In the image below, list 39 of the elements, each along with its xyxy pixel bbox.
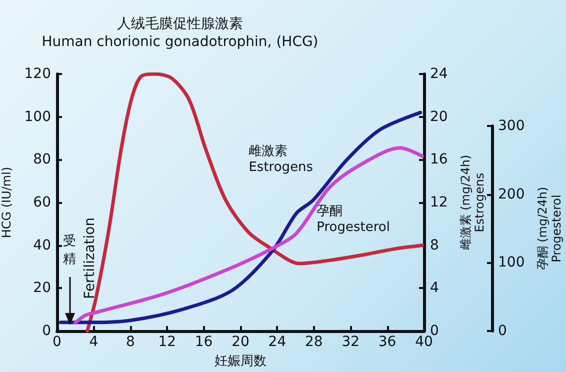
x-axis-title: 妊娠周数: [214, 354, 266, 369]
x-tick-label: 28: [304, 334, 323, 350]
y-tick-label: 40: [33, 237, 51, 254]
y3-tick-label: 0: [498, 323, 507, 339]
y3-axis-title: 孕酮 (mg/24h) Progesterol: [536, 186, 564, 270]
annotation: Fertilization: [82, 217, 98, 299]
y2-tick-label: 12: [430, 194, 448, 210]
x-tick-label: 8: [126, 334, 135, 350]
series-label: 雌激素 Estrogens: [248, 144, 314, 176]
y2-tick-label: 16: [430, 152, 448, 168]
y2-tick-label: 4: [430, 280, 439, 296]
y2-tick-label: 8: [430, 237, 439, 254]
chart-title: 人绒毛膜促性腺激素: [117, 16, 243, 32]
chart-subtitle: Human chorionic gonadotrophin, (HCG): [42, 34, 318, 50]
x-tick-label: 40: [415, 334, 433, 350]
x-tick-label: 36: [378, 334, 396, 350]
y-tick-label: 20: [33, 280, 51, 296]
annotation: 受精: [62, 232, 77, 269]
y3-tick-label: 100: [498, 254, 525, 271]
x-tick-label: 12: [158, 334, 176, 350]
line-series: [58, 110, 422, 324]
x-tick-label: 32: [342, 334, 360, 350]
y-tick-label: 100: [24, 108, 51, 125]
y-tick-label: 80: [33, 152, 51, 168]
y-tick-label: 120: [24, 66, 51, 82]
y3-tick-label: 200: [498, 186, 525, 202]
y3-tick-label: 300: [498, 118, 525, 134]
y2-tick-label: 24: [430, 66, 448, 82]
x-tick-label: 24: [268, 334, 286, 350]
series-label: 孕酮 Progesterol: [316, 204, 390, 236]
y-tick-label: 0: [42, 323, 51, 339]
y-axis-title: HCG (IU/ml): [0, 166, 14, 238]
x-tick-label: 0: [52, 334, 62, 350]
x-tick-label: 20: [232, 334, 250, 350]
y-tick-label: 60: [33, 194, 51, 210]
y2-tick-label: 20: [430, 108, 448, 125]
y2-axis-title: 雌激素 (mg/24h) Estrogens: [458, 154, 487, 250]
x-tick-label: 16: [194, 334, 213, 350]
x-tick-label: 4: [89, 334, 98, 350]
